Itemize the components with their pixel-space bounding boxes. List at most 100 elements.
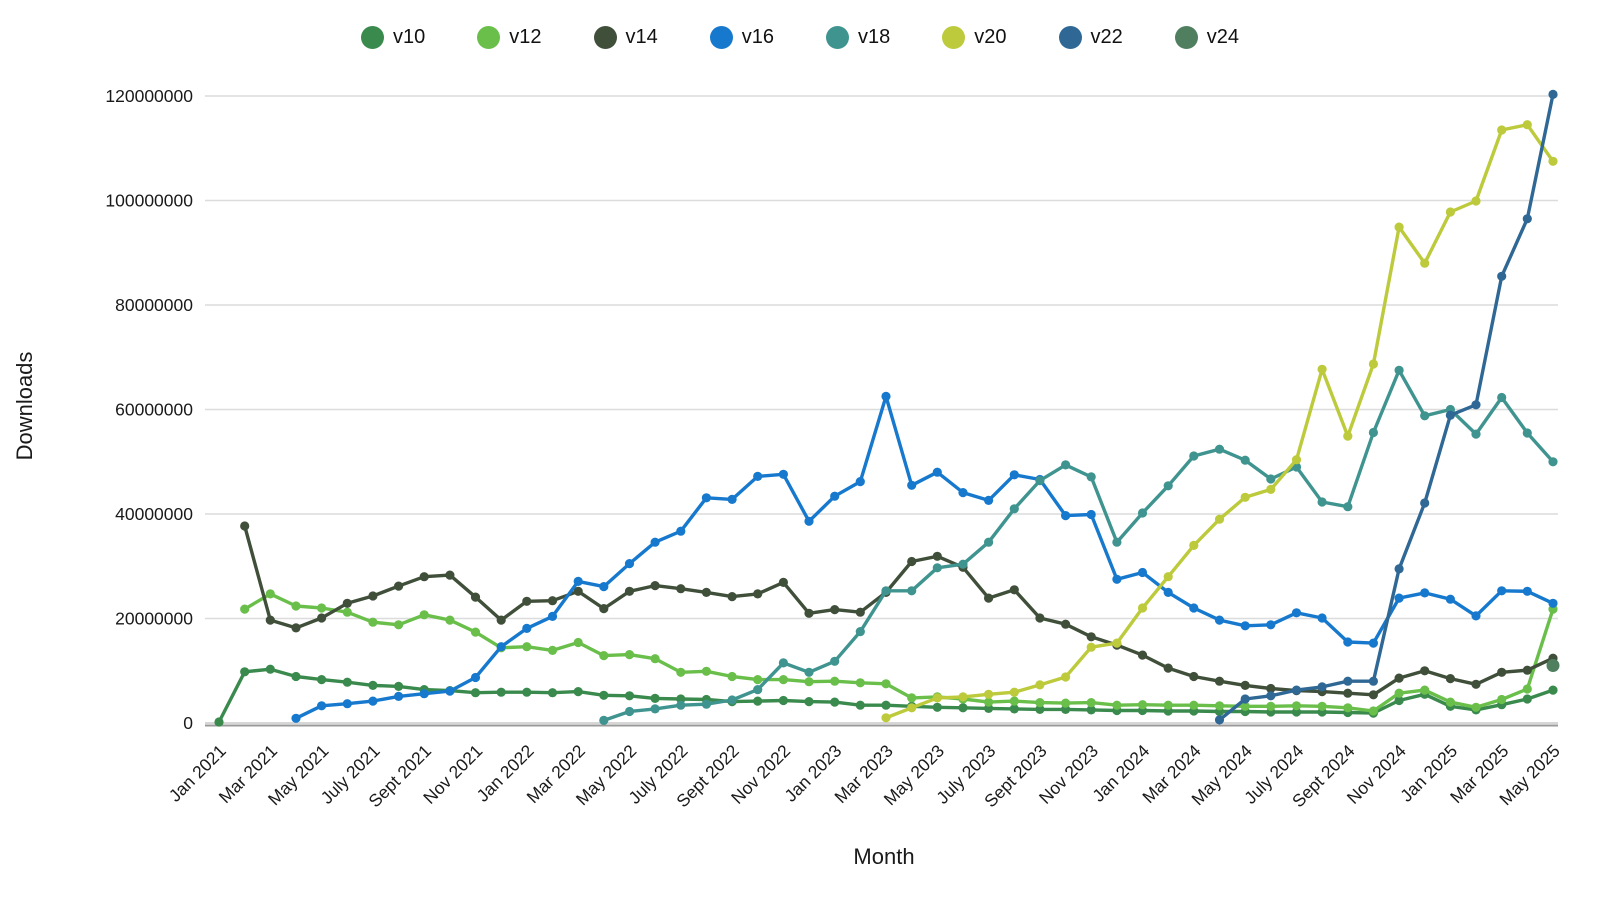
legend-dot-v22: [1058, 26, 1082, 49]
legend-item-v16[interactable]: v16: [709, 26, 774, 49]
v16-data-point: [753, 471, 763, 481]
v14-data-point: [342, 598, 352, 608]
y-axis-tick-labels: 0 20000000 40000000 60000000 80000000 1000000…: [105, 86, 193, 733]
v16-data-point: [984, 495, 994, 505]
v18-data-point: [701, 699, 712, 709]
v12-data-point: [1009, 696, 1019, 706]
v16-data-point: [445, 686, 455, 696]
legend-item-v24[interactable]: v24: [1174, 26, 1239, 49]
v14-data-point: [727, 592, 737, 602]
v20-data-point: [1214, 514, 1225, 524]
v18-data-point: [1266, 474, 1276, 484]
v14-data-point: [650, 581, 660, 591]
v12-data-point: [830, 676, 840, 686]
v12-data-point: [1420, 685, 1430, 695]
v18-data-point: [1035, 476, 1045, 486]
v12-data-point: [470, 627, 481, 637]
v12-data-point: [1266, 701, 1276, 711]
v10-data-point: [881, 700, 891, 710]
v18-data-point: [1420, 411, 1430, 421]
v12-data-point: [1035, 698, 1045, 708]
series-lines: [214, 89, 1560, 727]
v12-data-point: [1291, 701, 1302, 711]
v12-data-point: [650, 654, 660, 664]
v18-data-point: [599, 715, 609, 726]
legend-item-v22[interactable]: v22: [1058, 26, 1123, 49]
v20-data-point: [1163, 572, 1173, 582]
v12-data-point: [1112, 700, 1122, 710]
v18-data-point: [984, 537, 994, 547]
v16-data-point: [1214, 615, 1225, 625]
legend-item-v18[interactable]: v18: [826, 26, 890, 49]
v18-data-point: [650, 704, 660, 714]
v10-data-point: [522, 687, 532, 697]
v18-data-point: [778, 658, 789, 668]
v20-data-point: [1112, 638, 1122, 648]
legend-item-v20[interactable]: v20: [942, 26, 1007, 49]
v14-data-point: [1368, 690, 1378, 700]
v18-data-point: [1368, 427, 1378, 438]
v12-data-point: [445, 615, 455, 625]
v16-data-point: [1112, 574, 1122, 584]
v12-data-point: [342, 607, 352, 617]
y-tick-label: 40000000: [115, 504, 193, 524]
v16-data-point: [291, 713, 301, 723]
legend-item-v10[interactable]: v10: [361, 26, 425, 49]
v14-data-point: [804, 608, 814, 618]
v14-data-point: [1522, 665, 1532, 675]
v14-data-point: [907, 556, 917, 567]
v18-data-point: [1317, 497, 1327, 507]
v10-data-point: [650, 693, 660, 704]
v22-data-point: [1522, 214, 1532, 224]
v12-data-point: [1189, 700, 1199, 710]
v20-data-point: [1394, 222, 1404, 232]
legend-dot-v10: [361, 26, 384, 49]
v10-data-point: [1035, 704, 1045, 715]
v18-data-point: [1112, 537, 1122, 547]
v12-data-point: [1214, 701, 1225, 711]
v14-data-point: [1240, 680, 1250, 691]
v12-data-point: [804, 677, 814, 687]
v10-data-point: [1522, 694, 1532, 704]
v20-data-point: [984, 689, 994, 699]
v14-data-point: [778, 577, 789, 588]
v18-data-point: [1240, 455, 1250, 465]
legend-dot-v14: [593, 26, 617, 49]
v14-data-point: [599, 604, 609, 614]
v18-data-point: [1189, 451, 1199, 461]
v12-data-point: [1497, 694, 1507, 705]
v18-data-point: [753, 685, 763, 695]
v18-data-point: [676, 700, 686, 710]
v12-data-point: [1163, 700, 1173, 710]
v20-data-point: [932, 693, 942, 703]
v22-data-point: [1445, 410, 1455, 420]
v12-data-point: [317, 603, 327, 613]
legend-label: v12: [509, 26, 542, 48]
v20-data-point: [1240, 492, 1250, 502]
v10-data-point: [1548, 685, 1558, 695]
v16-data-point: [1266, 620, 1276, 630]
v12-data-point: [419, 610, 429, 620]
v16-data-point: [1394, 593, 1404, 603]
v20-data-point: [1522, 120, 1532, 130]
v10-data-point: [599, 690, 609, 700]
legend-dot-v12: [477, 26, 501, 49]
v12-data-point: [1317, 701, 1327, 711]
y-tick-label: 0: [183, 713, 193, 733]
v22-data-point: [1420, 498, 1430, 508]
v12-data-point: [984, 697, 994, 707]
legend-item-v12[interactable]: v12: [477, 26, 542, 49]
v10-data-point: [753, 696, 763, 706]
v18-data-point: [1522, 428, 1532, 438]
v16-data-point: [1445, 594, 1455, 604]
legend-item-v14[interactable]: v14: [593, 26, 658, 49]
legend-label: v16: [741, 26, 774, 48]
v14-data-point: [1009, 585, 1019, 595]
y-tick-label: 120000000: [105, 86, 193, 106]
v18-data-point: [1548, 457, 1558, 467]
v14-data-point: [1061, 619, 1071, 629]
v16-data-point: [1137, 567, 1148, 578]
v10-data-point: [342, 677, 352, 687]
v14-data-point: [547, 596, 558, 606]
